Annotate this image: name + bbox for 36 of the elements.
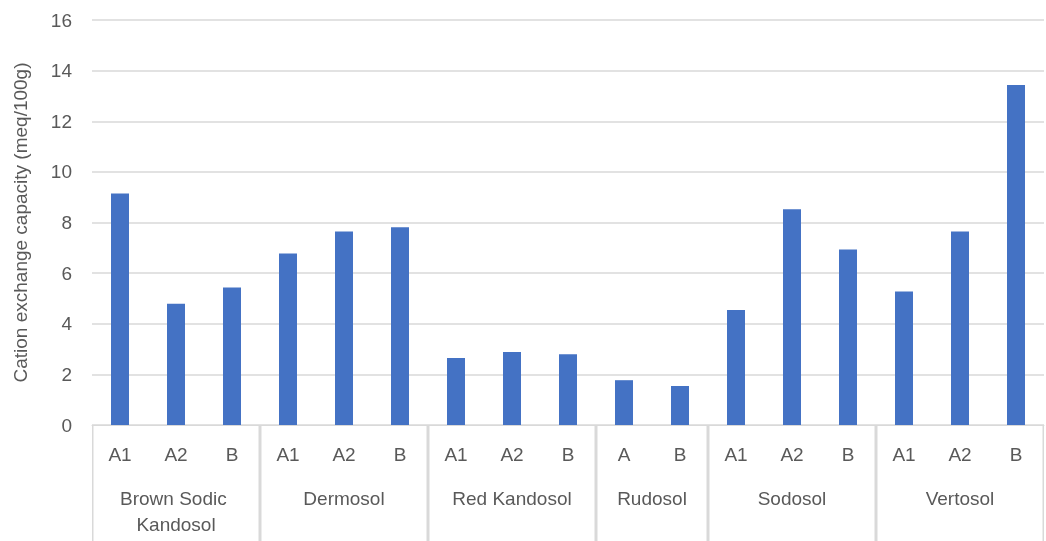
x-tick-label: A1 — [444, 444, 468, 465]
x-tick-label: B — [225, 444, 239, 465]
y-tick-label: 2 — [61, 363, 72, 385]
bar — [223, 287, 241, 425]
x-tick-label: B — [673, 444, 687, 465]
y-tick-label: 8 — [61, 212, 72, 233]
y-tick-label: 10 — [50, 161, 72, 183]
x-axis-title: Vertosol — [925, 487, 995, 509]
x-tick-label: A — [617, 444, 631, 465]
x-tick-label: A2 — [780, 444, 804, 465]
x-tick-label: B — [841, 444, 855, 465]
x-tick-label: B — [393, 444, 407, 465]
x-tick-label: A2 — [164, 444, 188, 465]
x-tick-label: A2 — [500, 444, 524, 465]
y-tick-label: 14 — [50, 60, 73, 82]
x-axis-title: Red Kandosol — [452, 487, 572, 509]
x-axis-title: Sodosol — [757, 487, 827, 509]
x-tick-label: A1 — [892, 444, 916, 465]
y-tick-label: 6 — [61, 262, 72, 284]
x-tick-label: B — [561, 444, 575, 465]
x-tick-label: A2 — [332, 444, 356, 465]
x-tick-label: A1 — [276, 444, 300, 465]
y-tick-label: 4 — [61, 313, 73, 335]
y-axis-title: Cation exchange capacity (meq/100g) — [10, 62, 31, 383]
x-tick-label: A2 — [948, 444, 972, 465]
y-tick-label: 16 — [50, 9, 72, 31]
x-axis-title: Dermosol — [303, 487, 385, 509]
x-tick-label: A1 — [108, 444, 132, 465]
y-tick-label: 12 — [50, 110, 72, 132]
x-tick-label: B — [1009, 444, 1023, 465]
x-tick-label: A1 — [724, 444, 748, 465]
x-axis-title: Rudosol — [617, 487, 687, 509]
bar — [167, 303, 185, 425]
bar — [111, 193, 129, 425]
x-axis-title: Brown Sodic Kandosol — [120, 487, 232, 535]
y-tick-label: 0 — [61, 414, 72, 436]
